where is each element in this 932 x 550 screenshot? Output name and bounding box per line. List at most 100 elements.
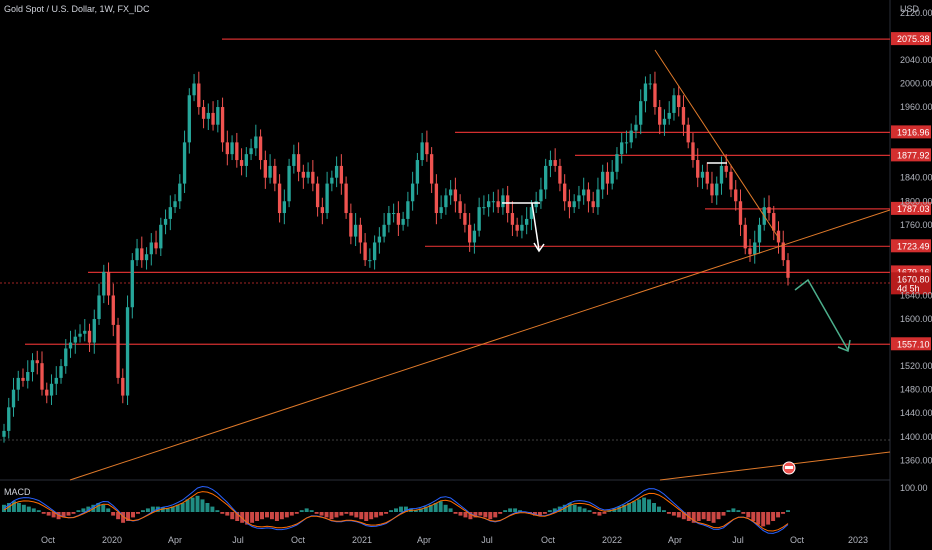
macd-histogram-bar — [260, 512, 265, 520]
candle-body — [277, 183, 282, 214]
candle-body — [254, 136, 258, 149]
macd-histogram-bar — [751, 512, 756, 521]
macd-histogram-bar — [160, 507, 165, 512]
macd-histogram-bar — [374, 512, 379, 518]
candle-body — [268, 165, 272, 178]
macd-histogram-bar — [140, 510, 145, 512]
macd-histogram-bar — [771, 512, 776, 521]
candle-body — [353, 224, 358, 237]
macd-histogram-bar — [210, 506, 215, 512]
macd-histogram-bar — [761, 512, 766, 527]
candle-body — [349, 213, 353, 237]
candle-body — [225, 142, 229, 155]
candle-body — [87, 330, 92, 343]
macd-histogram-bar — [756, 512, 761, 525]
candle-body — [410, 183, 415, 202]
macd-histogram-bar — [26, 506, 31, 512]
macd-histogram-bar — [701, 512, 706, 520]
candle-body — [30, 360, 35, 373]
candle-body — [396, 213, 401, 225]
candle-body — [482, 207, 486, 209]
macd-histogram-bar — [334, 512, 339, 518]
macd-panel — [2, 485, 790, 534]
candle-body — [325, 183, 329, 214]
candle-body — [59, 366, 63, 378]
macd-histogram-bar — [46, 512, 51, 516]
candle-body — [121, 377, 125, 396]
candle-body — [634, 124, 638, 131]
macd-histogram-bar — [220, 512, 225, 514]
level-price-tag — [891, 337, 931, 351]
macd-histogram-bar — [661, 510, 666, 512]
macd-histogram-bar — [726, 510, 731, 512]
x-tick-label: Oct — [291, 535, 306, 545]
macd-histogram-bar — [225, 512, 230, 516]
macd-histogram-bar — [389, 510, 394, 512]
candle-body — [182, 142, 187, 184]
level-price-tag — [891, 32, 931, 46]
candle-body — [705, 171, 709, 184]
time-axis[interactable]: Oct 2020 Apr Jul Oct 2021 Apr Jul Oct 2022 Apr Jul O… — [41, 535, 868, 545]
countdown-label: 4d 5h — [897, 283, 920, 293]
candle-body — [377, 236, 382, 243]
event-flag-icon[interactable] — [782, 461, 796, 475]
candle-body — [97, 295, 101, 320]
x-tick-label: Oct — [790, 535, 805, 545]
x-tick-label: 2023 — [848, 535, 868, 545]
candle-body — [467, 224, 472, 243]
candle-body — [662, 118, 667, 125]
macd-indicator-label[interactable]: MACD — [4, 487, 31, 497]
x-tick-label: Apr — [668, 535, 682, 545]
macd-histogram-bar — [592, 512, 597, 514]
candle-body — [92, 319, 96, 343]
macd-histogram-bar — [349, 512, 354, 516]
candle-body — [78, 333, 82, 337]
candle-body — [444, 195, 448, 208]
candle-body — [7, 407, 11, 431]
candle-body — [102, 271, 106, 296]
green-arrow-head — [837, 339, 851, 353]
candle-body — [458, 201, 462, 214]
macd-histogram-bar — [731, 508, 736, 512]
macd-histogram-bar — [131, 512, 135, 518]
macd-histogram-bar — [41, 512, 46, 514]
candle-body — [282, 201, 287, 214]
candle-body — [448, 189, 453, 196]
level-price-label: 1723.49 — [897, 241, 930, 251]
level-price-tag — [891, 201, 931, 215]
level-price-label: 2075.38 — [897, 34, 930, 44]
macd-histogram-bar — [51, 512, 56, 518]
macd-histogram-bar — [647, 499, 652, 512]
y-tick-label: 1400.00 — [900, 432, 932, 442]
candle-body — [125, 307, 130, 396]
candle-body — [320, 207, 325, 214]
candle-body — [135, 248, 139, 261]
candle-body — [629, 130, 633, 143]
macd-histogram-bar — [736, 510, 741, 512]
price-axis[interactable]: 2120.00 2040.00 2000.00 1960.00 1840.00 1800.… — [900, 8, 932, 466]
candle-body — [496, 201, 500, 208]
candle-body — [786, 260, 790, 278]
candle-body — [116, 324, 120, 378]
x-tick-label: Apr — [168, 535, 182, 545]
macd-histogram-bar — [106, 508, 111, 512]
candle-body — [26, 372, 30, 381]
candle-body — [729, 171, 733, 190]
candle-body — [501, 195, 505, 208]
candle-body — [391, 213, 396, 215]
x-tick-label: 2020 — [102, 535, 122, 545]
candle-body — [463, 213, 467, 225]
macd-histogram-bar — [537, 512, 542, 516]
y-tick-label: 1520.00 — [900, 361, 932, 371]
candle-body — [643, 83, 648, 102]
candle-body — [738, 201, 743, 225]
candle-body — [582, 189, 586, 196]
candle-body — [73, 336, 77, 343]
macd-histogram-bar — [453, 512, 458, 514]
candle-body — [767, 207, 771, 214]
macd-histogram-bar — [577, 506, 582, 512]
candle-body — [368, 260, 372, 262]
candle-body — [301, 171, 306, 178]
macd-histogram-bar — [299, 510, 304, 512]
